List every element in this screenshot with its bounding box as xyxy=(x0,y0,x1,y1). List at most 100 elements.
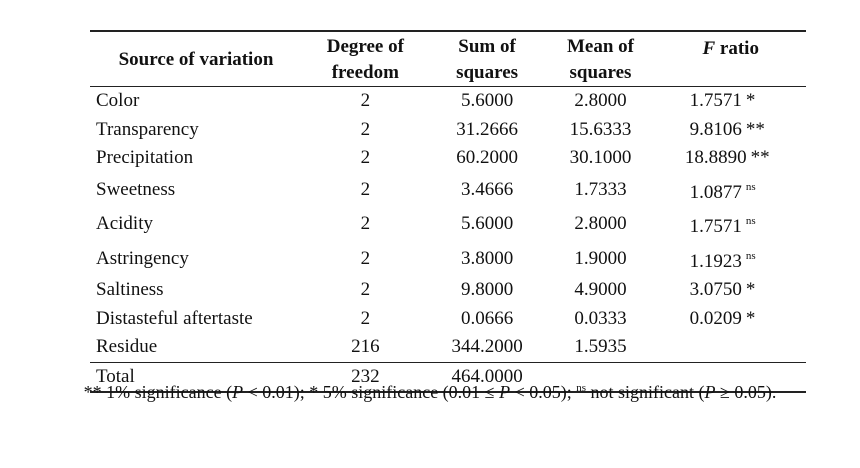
cell-source: Acidity xyxy=(96,213,153,234)
footnote-p1: P xyxy=(232,382,244,402)
significance-marker: ns xyxy=(745,215,756,227)
cell-ms: 15.6333 xyxy=(569,118,632,140)
header-ss-line2: squares xyxy=(456,62,519,83)
cell-ss: 0.0666 xyxy=(460,307,514,329)
footnote-part2: < 0.01); * 5% significance (0.01 ≤ xyxy=(243,382,500,402)
cell-ss: 5.6000 xyxy=(460,213,514,234)
cell-source: Color xyxy=(96,90,140,111)
header-degree-of-freedom: Degree of freedom xyxy=(302,31,429,87)
cell-ss: 9.8000 xyxy=(460,279,514,300)
cell-f-ratio: 0.0209 * xyxy=(655,305,806,334)
significance-marker: * xyxy=(745,307,756,329)
cell-source: Transparency xyxy=(96,118,199,140)
header-f-italic: F xyxy=(702,38,716,59)
cell-source: Astringency xyxy=(96,247,189,269)
footnote-part1: ** 1% significance ( xyxy=(83,382,233,402)
footnote-part5: ≥ 0.05). xyxy=(715,382,777,402)
cell-ms: 1.9000 xyxy=(574,247,627,269)
cell-df: 2 xyxy=(360,147,371,168)
table-row: Acidity 2 5.6000 2.8000 1.7571 ns xyxy=(90,207,806,242)
cell-source: Saltiness xyxy=(96,279,164,300)
cell-source: Residue xyxy=(96,336,158,357)
footnote-ns: ns xyxy=(576,382,586,394)
footnote-part4: not significant ( xyxy=(586,382,705,402)
cell-ss: 60.2000 xyxy=(456,147,518,168)
header-f-ratio: F ratio xyxy=(655,31,806,87)
significance-marker: * xyxy=(745,90,756,111)
f-value: 3.0750 xyxy=(689,279,742,300)
f-value: 18.8890 xyxy=(684,147,747,168)
cell-ss: 344.2000 xyxy=(451,336,523,357)
f-value: 1.7571 xyxy=(689,216,742,237)
footnote-p3: P xyxy=(704,382,716,402)
header-df-line1: Degree of xyxy=(326,36,404,57)
significance-marker: ns xyxy=(745,249,756,262)
cell-f-ratio: 1.7571 ns xyxy=(655,207,806,242)
header-df-line2: freedom xyxy=(331,62,399,83)
cell-f-ratio: 9.8106 ** xyxy=(655,116,806,145)
header-ms-line1: Mean of xyxy=(566,36,634,57)
cell-ms: 2.8000 xyxy=(574,90,627,111)
total-source: Total xyxy=(96,365,135,387)
f-value: 1.0877 xyxy=(689,181,742,203)
cell-ms: 0.0333 xyxy=(574,307,627,329)
header-ss-line1: Sum of xyxy=(458,36,516,57)
cell-f-ratio: 1.0877 ns xyxy=(655,173,806,208)
table-row: Residue 216 344.2000 1.5935 xyxy=(90,333,806,362)
header-row: Source of variation Degree of freedom Su… xyxy=(90,31,806,87)
cell-f-ratio xyxy=(655,333,806,362)
footnote-part3: < 0.05); xyxy=(510,382,577,402)
cell-df: 2 xyxy=(360,90,371,111)
table-row: Transparency 2 31.2666 15.6333 9.8106 ** xyxy=(90,116,806,145)
f-value: 1.7571 xyxy=(689,90,742,111)
total-ss: 464.0000 xyxy=(451,365,523,387)
cell-df: 2 xyxy=(360,307,371,329)
total-row: Total 232 464.0000 xyxy=(90,362,806,392)
cell-ss: 31.2666 xyxy=(456,118,518,140)
cell-f-ratio: 1.1923 ns xyxy=(655,242,806,277)
table-row: Color 2 5.6000 2.8000 1.7571 * xyxy=(90,87,806,116)
table-row: Saltiness 2 9.8000 4.9000 3.0750 * xyxy=(90,276,806,305)
table-row: Distasteful aftertaste 2 0.0666 0.0333 0.020… xyxy=(90,305,806,334)
cell-source: Precipitation xyxy=(96,147,194,168)
cell-ms: 1.7333 xyxy=(574,178,627,200)
f-value: 9.8106 xyxy=(689,118,742,140)
cell-source: Sweetness xyxy=(96,178,176,200)
header-f-rest: ratio xyxy=(715,38,759,59)
significance-marker: ** xyxy=(750,147,770,168)
cell-df: 2 xyxy=(360,213,371,234)
table-row: Astringency 2 3.8000 1.9000 1.1923 ns xyxy=(90,242,806,277)
cell-ss: 5.6000 xyxy=(460,90,514,111)
cell-source: Distasteful aftertaste xyxy=(96,307,253,329)
table-footnote: ** 1% significance (P < 0.01); * 5% sign… xyxy=(0,382,860,403)
significance-marker: * xyxy=(745,279,756,300)
header-mean-of-squares: Mean of squares xyxy=(546,31,656,87)
table-row: Sweetness 2 3.4666 1.7333 1.0877 ns xyxy=(90,173,806,208)
f-value: 1.1923 xyxy=(689,250,742,272)
anova-table: Source of variation Degree of freedom Su… xyxy=(90,30,806,393)
cell-ms: 30.1000 xyxy=(569,147,632,168)
header-ms-line2: squares xyxy=(569,62,632,83)
total-df: 232 xyxy=(351,365,380,387)
cell-df: 216 xyxy=(351,336,380,357)
cell-ss: 3.8000 xyxy=(460,247,514,269)
cell-ms: 4.9000 xyxy=(574,279,627,300)
cell-ss: 3.4666 xyxy=(460,178,514,200)
table-header: Source of variation Degree of freedom Su… xyxy=(90,31,806,87)
significance-marker: ns xyxy=(745,180,756,193)
cell-df: 2 xyxy=(360,279,371,300)
cell-df: 2 xyxy=(360,247,371,269)
f-value: 0.0209 xyxy=(689,307,742,329)
header-source: Source of variation xyxy=(118,49,274,70)
cell-f-ratio: 3.0750 * xyxy=(655,276,806,305)
cell-f-ratio: 18.8890 ** xyxy=(655,144,806,173)
header-sum-of-squares: Sum of squares xyxy=(429,31,546,87)
cell-df: 2 xyxy=(360,118,371,140)
significance-marker: ** xyxy=(745,118,765,140)
cell-ms: 1.5935 xyxy=(574,336,627,357)
anova-table-container: Source of variation Degree of freedom Su… xyxy=(90,30,806,393)
footnote-p2: P xyxy=(499,382,511,402)
table-row: Precipitation 2 60.2000 30.1000 18.8890 ** xyxy=(90,144,806,173)
cell-ms: 2.8000 xyxy=(574,213,627,234)
cell-df: 2 xyxy=(360,178,371,200)
